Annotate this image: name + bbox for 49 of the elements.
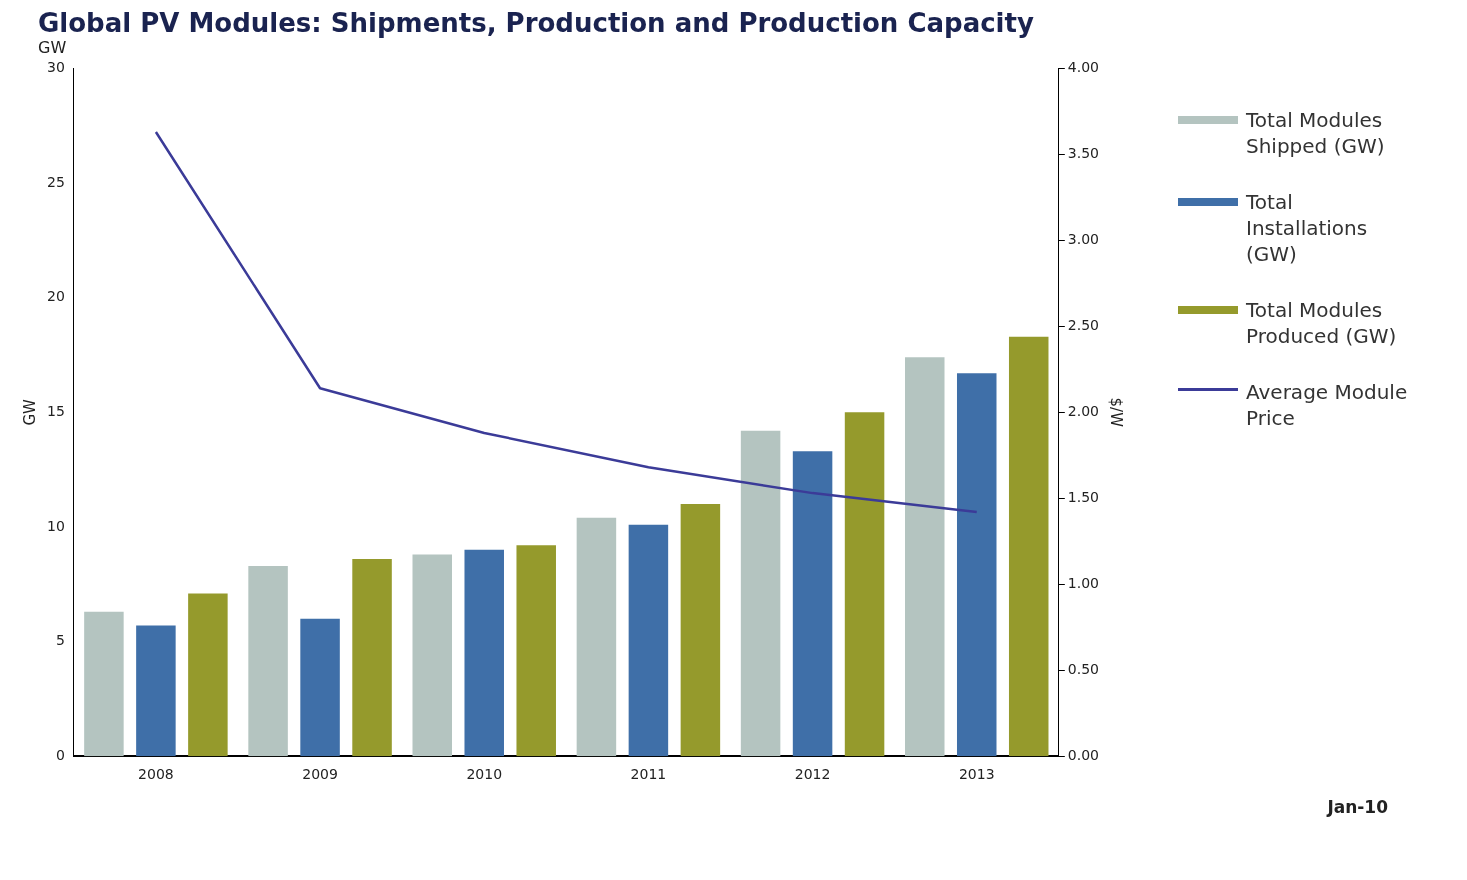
bar — [352, 559, 392, 757]
legend-label: Average Module Price — [1246, 379, 1408, 431]
bar — [300, 618, 340, 757]
legend-label: Total Modules Produced (GW) — [1246, 297, 1398, 349]
x-tick-label: 2009 — [302, 766, 338, 783]
bar — [956, 373, 997, 757]
y2-tick-label: 4.00 — [1067, 59, 1099, 76]
bar — [412, 554, 453, 757]
bar — [844, 412, 885, 757]
x-tick-label: 2010 — [466, 766, 503, 783]
bar — [740, 430, 781, 757]
bar — [792, 451, 833, 757]
y-tick-label: 0 — [55, 746, 65, 763]
text: Jan-10 — [1327, 797, 1388, 817]
x-tick-label: 2012 — [794, 766, 831, 783]
y-tick-label: 5 — [55, 632, 65, 649]
bar — [188, 593, 228, 757]
y-tick-label: 10 — [46, 517, 65, 534]
bar — [680, 504, 721, 757]
y2-tick-label: 1.00 — [1067, 574, 1099, 591]
x-tick-label: 2013 — [958, 766, 995, 783]
y2-tick-label: 0.50 — [1067, 660, 1099, 677]
chart-title: Global PV Modules: Shipments, Production and Production Capacity — [38, 8, 1035, 38]
bar — [84, 611, 124, 757]
y2-tick-label: 2.50 — [1067, 316, 1099, 333]
bar — [1008, 336, 1049, 757]
x-tick-label: 2008 — [138, 766, 174, 783]
legend-label: Total Installations (GW) — [1246, 189, 1369, 267]
y2-tick-label: 0.00 — [1067, 746, 1099, 763]
bar — [628, 524, 669, 757]
y2-tick-label: 1.50 — [1067, 488, 1099, 505]
bar — [248, 565, 288, 757]
bar — [464, 549, 504, 757]
bar — [136, 625, 176, 757]
y-tick-label: 20 — [46, 288, 65, 305]
y2-tick-label: 3.00 — [1067, 230, 1099, 247]
chart-subtitle: GW — [38, 38, 68, 57]
bar — [516, 545, 556, 757]
bar — [905, 357, 945, 757]
bar — [576, 517, 617, 757]
y-axis-title: GW — [20, 398, 39, 426]
y-tick-label: 15 — [46, 402, 65, 419]
y2-tick-label: 3.50 — [1067, 145, 1099, 162]
x-tick-label: 2011 — [630, 766, 667, 783]
legend-label: Total Modules Shipped (GW) — [1246, 107, 1386, 159]
y2-tick-label: 2.00 — [1067, 402, 1099, 419]
y2-axis-title: $/W — [1107, 397, 1126, 428]
y-tick-label: 30 — [46, 59, 65, 76]
y-tick-label: 25 — [46, 173, 65, 190]
